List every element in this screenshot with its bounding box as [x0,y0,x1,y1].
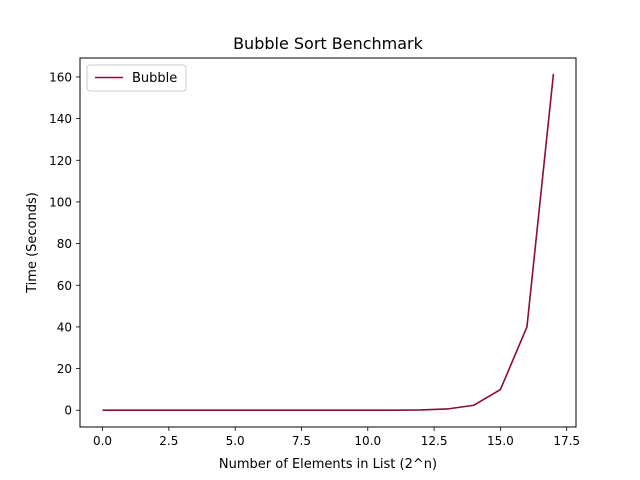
x-tick-label: 7.5 [292,434,311,448]
x-tick-label: 15.0 [487,434,514,448]
chart-title: Bubble Sort Benchmark [233,34,424,53]
legend: Bubble [86,64,187,92]
x-tick-label: 0.0 [93,434,112,448]
legend-label: Bubble [132,71,177,86]
series-layer [102,73,555,412]
y-tick-label: 140 [49,112,72,126]
plot-frame [79,57,577,428]
y-axis-label: Time (Seconds) [25,192,40,294]
y-tick-label: 0 [64,404,72,418]
x-tick-label: 17.5 [553,434,580,448]
y-tick-label: 120 [49,154,72,168]
x-tick-label: 5.0 [226,434,245,448]
y-axis-ticks: 0 20 40 60 80 100 120 140 160 [49,70,80,418]
y-tick-label: 20 [57,362,72,376]
x-axis-label: Number of Elements in List (2^n) [219,457,437,472]
x-tick-label: 2.5 [159,434,178,448]
series-line-bubble [102,73,555,412]
x-axis-ticks: 0.0 2.5 5.0 7.5 10.0 12.5 15.0 17.5 [93,427,580,448]
y-tick-label: 40 [57,320,72,334]
y-tick-label: 160 [49,70,72,84]
legend-box [86,64,187,92]
x-tick-label: 12.5 [421,434,448,448]
y-tick-label: 100 [49,195,72,209]
y-tick-label: 60 [57,279,72,293]
y-tick-label: 80 [57,237,72,251]
plot-area [80,58,576,427]
x-tick-label: 10.0 [354,434,381,448]
